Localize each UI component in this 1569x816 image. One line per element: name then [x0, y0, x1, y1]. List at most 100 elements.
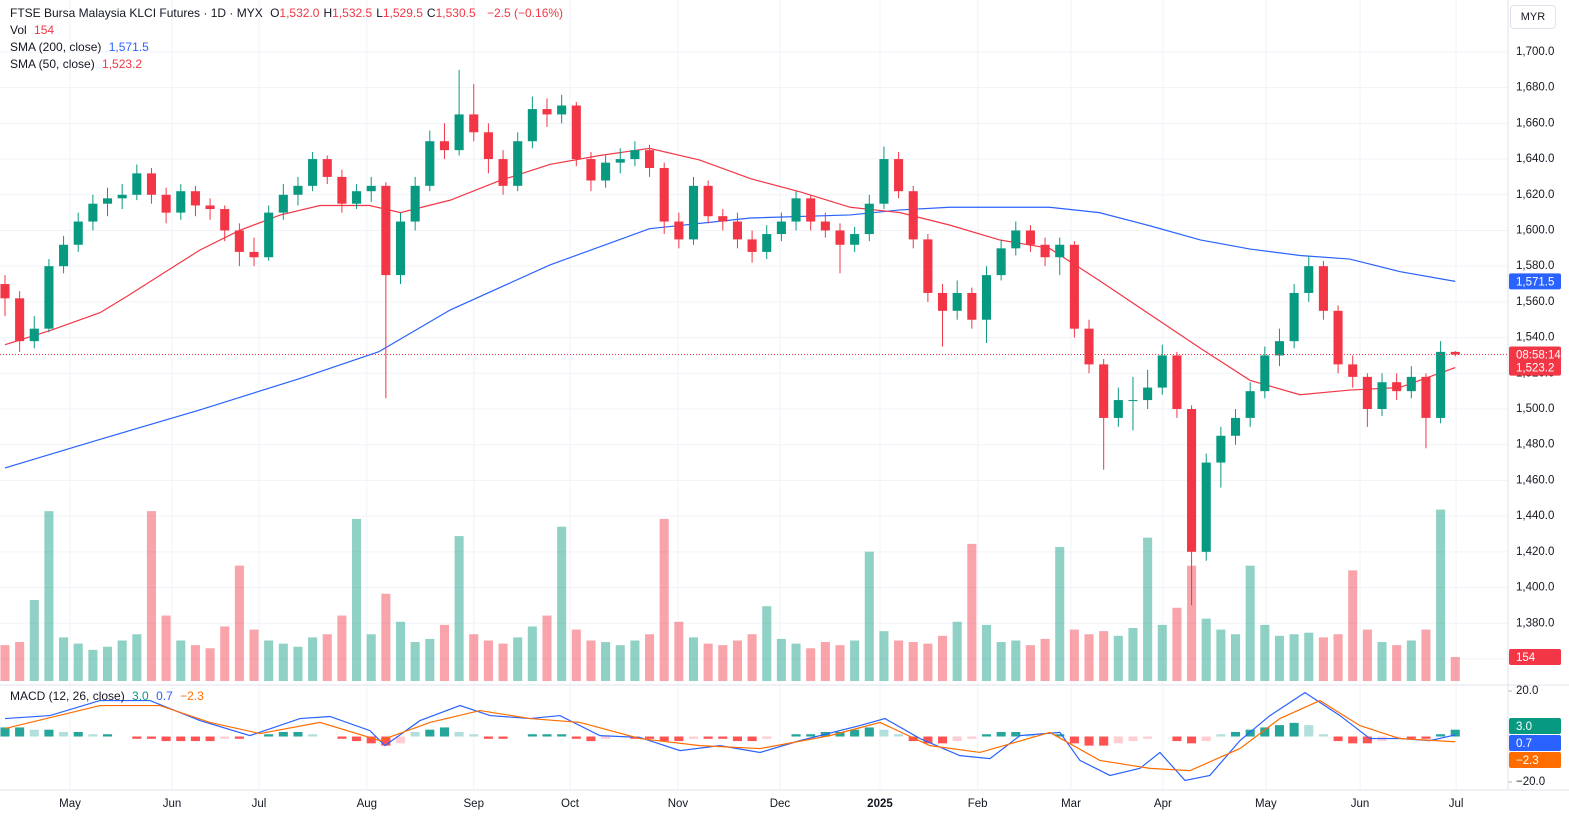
volume-bar — [806, 648, 816, 681]
macd-histogram-bar — [894, 734, 904, 737]
macd-histogram-bar — [15, 727, 25, 737]
volume-bar — [688, 637, 699, 681]
candle-body — [703, 185, 713, 217]
volume-bar — [615, 645, 625, 681]
candle-body — [0, 284, 10, 299]
volume-bar — [1157, 624, 1167, 681]
volume-bar — [264, 640, 274, 681]
currency[interactable]: MYR — [1510, 5, 1556, 29]
macd-tick-label: −20.0 — [1516, 776, 1545, 788]
macd-histogram-bar — [264, 734, 274, 737]
candle-body — [879, 159, 889, 204]
signal-badge: −2.3 — [1516, 755, 1539, 767]
x-tick-label: Mar — [1061, 798, 1081, 810]
x-tick-label: Apr — [1154, 798, 1172, 810]
macd-legend: MACD (12, 26, close) 3.0 0.7 −2.3 — [10, 689, 208, 703]
volume-bar — [1362, 629, 1372, 681]
candle-body — [44, 266, 54, 329]
macd-histogram-bar — [234, 736, 244, 739]
candle-body — [674, 221, 684, 240]
candle-body — [410, 185, 420, 222]
volume-bar — [1143, 537, 1153, 681]
candle-body — [981, 275, 992, 320]
volume-bar — [1216, 629, 1226, 681]
volume-bar — [1377, 642, 1387, 681]
macd-histogram-bar — [132, 736, 142, 739]
candle-body — [806, 198, 816, 222]
x-tick-label: Jul — [252, 798, 267, 810]
candle-body — [747, 239, 757, 252]
macd-histogram-bar — [1289, 722, 1299, 737]
volume-bar — [1055, 546, 1065, 681]
macd-histogram-bar — [1113, 736, 1123, 744]
volume-bar — [1392, 645, 1402, 681]
candle-body — [791, 198, 801, 222]
macd-histogram-bar — [352, 736, 362, 742]
macd-histogram-bar — [718, 736, 728, 739]
y-tick-label: 1,620.0 — [1516, 189, 1554, 201]
candle-body — [146, 173, 157, 195]
macd-histogram-bar — [1172, 736, 1182, 742]
macd-histogram-bar — [1216, 734, 1226, 737]
volume-bar — [527, 626, 537, 681]
sma50-name: SMA (50, close) — [10, 57, 95, 71]
candle-body — [527, 109, 537, 142]
candle-body — [483, 132, 493, 160]
quote-legend: FTSE Bursa Malaysia KLCI Futures · 1D · … — [10, 6, 567, 20]
y-tick-label: 1,640.0 — [1516, 153, 1554, 165]
macd-histogram-bar — [483, 736, 493, 739]
sma50-badge-bg — [1509, 359, 1561, 376]
volume-bar — [908, 642, 918, 681]
macd-histogram-bar — [1260, 727, 1270, 737]
candle-body — [1143, 387, 1153, 401]
sma200-name: SMA (200, close) — [10, 40, 102, 54]
macd-histogram-bar — [395, 736, 406, 744]
volume-bar — [894, 640, 904, 681]
macd-histogram-bar — [674, 736, 684, 742]
volume-bar — [850, 640, 860, 681]
candle-body — [776, 221, 786, 235]
candle-body — [1333, 310, 1343, 365]
candle-body — [381, 185, 391, 276]
volume-name: Vol — [10, 23, 27, 37]
macd-histogram-bar — [161, 736, 171, 742]
macd-histogram-bar — [908, 736, 918, 742]
candle-body — [1157, 355, 1167, 388]
candle-body — [659, 167, 669, 222]
candle-body — [1230, 417, 1241, 436]
volume-bar — [73, 643, 83, 681]
macd-histogram-bar — [937, 736, 948, 744]
sma200-last: 1,571.5 — [108, 40, 149, 54]
volume-bar — [1289, 634, 1299, 681]
macd-histogram-bar — [308, 734, 318, 737]
macd-histogram-bar — [981, 734, 992, 737]
macd-histogram-bar — [762, 736, 772, 739]
change: −2.5 (−0.16%) — [486, 6, 564, 20]
macd-histogram-bar — [1011, 731, 1021, 737]
candle-body — [1011, 230, 1021, 249]
candle-body — [864, 203, 874, 235]
macd-histogram-bar — [1128, 736, 1138, 742]
volume-bar — [864, 551, 874, 681]
macd-histogram-bar — [557, 734, 567, 737]
x-tick-label: Feb — [968, 798, 988, 810]
candle-body — [1377, 382, 1387, 410]
candle-body — [762, 234, 772, 252]
candle-body — [820, 221, 830, 231]
quote: O1,532.0 H1,532.5 L1,529.5 C1,530.5 — [270, 6, 480, 20]
macd-histogram-bar — [366, 736, 376, 744]
macd-histogram-bar — [102, 734, 113, 737]
volume-bar — [1187, 565, 1197, 681]
macd-histogram-bar — [923, 736, 933, 744]
volume-bar — [718, 645, 728, 681]
macd-histogram-bar — [0, 727, 10, 737]
candle-body — [1392, 382, 1402, 392]
volume-bar — [1201, 618, 1211, 681]
macd-histogram-bar — [732, 736, 742, 742]
macd-histogram-bar — [806, 734, 816, 737]
macd-histogram-bar — [454, 731, 464, 737]
y-tick-label: 1,500.0 — [1516, 403, 1554, 415]
candle-body — [73, 221, 83, 245]
volume-bar — [791, 643, 801, 681]
candle-body — [1318, 266, 1328, 311]
